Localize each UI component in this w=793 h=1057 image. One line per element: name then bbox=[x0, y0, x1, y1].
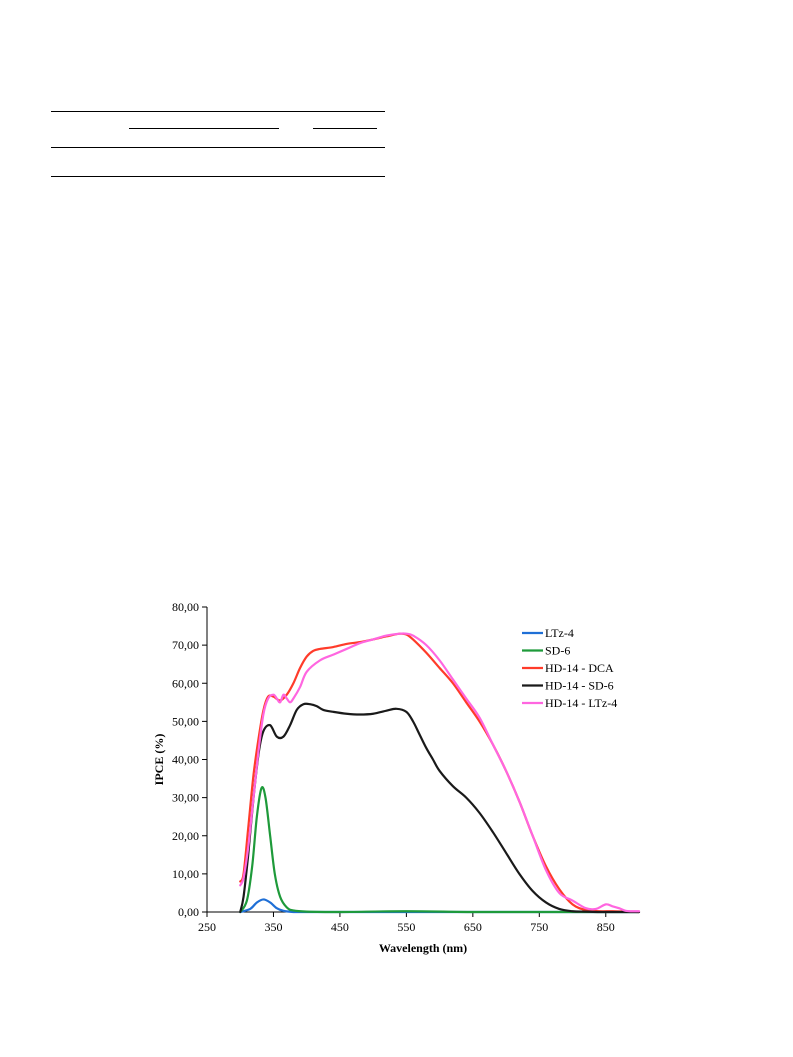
x-tick-label: 550 bbox=[397, 920, 415, 934]
table-group-rule-2 bbox=[313, 128, 377, 129]
y-tick-label: 10,00 bbox=[172, 867, 199, 881]
table-header-rule bbox=[51, 147, 385, 148]
y-tick-label: 40,00 bbox=[172, 753, 199, 767]
series-line-5 bbox=[239, 632, 641, 913]
y-tick-label: 50,00 bbox=[172, 714, 199, 728]
legend: LTz-4 SD-6 HD-14 - DCA HD-14 - SD-6 HD-14 - … bbox=[522, 626, 617, 710]
x-tick-label: 650 bbox=[464, 920, 482, 934]
legend-label: LTz-4 bbox=[545, 626, 574, 640]
x-tick-label: 450 bbox=[331, 920, 349, 934]
y-tick-label: 60,00 bbox=[172, 676, 199, 690]
series-line-2 bbox=[239, 786, 641, 914]
x-tick-label: 750 bbox=[530, 920, 548, 934]
x-tick-label: 850 bbox=[597, 920, 615, 934]
x-axis-title: Wavelength (nm) bbox=[379, 941, 467, 955]
legend-label: HD-14 - DCA bbox=[545, 661, 614, 675]
table-bottom-rule bbox=[51, 176, 385, 177]
x-ticks: 250 350 450 550 650 750 850 bbox=[198, 912, 615, 934]
legend-label: HD-14 - SD-6 bbox=[545, 679, 614, 693]
x-tick-label: 350 bbox=[264, 920, 282, 934]
legend-label: HD-14 - LTz-4 bbox=[545, 696, 617, 710]
legend-label: SD-6 bbox=[545, 644, 570, 658]
y-ticks: 0,00 10,00 20,00 30,00 40,00 50,00 60,00 70,00 8… bbox=[172, 600, 207, 919]
y-tick-label: 30,00 bbox=[172, 791, 199, 805]
y-tick-label: 20,00 bbox=[172, 829, 199, 843]
y-tick-label: 80,00 bbox=[172, 600, 199, 614]
table-top-rule bbox=[51, 111, 385, 112]
table-group-rule-1 bbox=[129, 128, 279, 129]
y-tick-label: 0,00 bbox=[178, 905, 199, 919]
y-axis-title: IPCE (%) bbox=[152, 734, 166, 786]
series-line-4 bbox=[239, 702, 641, 914]
series-line-3 bbox=[239, 632, 641, 914]
series-layer bbox=[239, 632, 641, 914]
y-tick-label: 70,00 bbox=[172, 638, 199, 652]
x-tick-label: 250 bbox=[198, 920, 216, 934]
